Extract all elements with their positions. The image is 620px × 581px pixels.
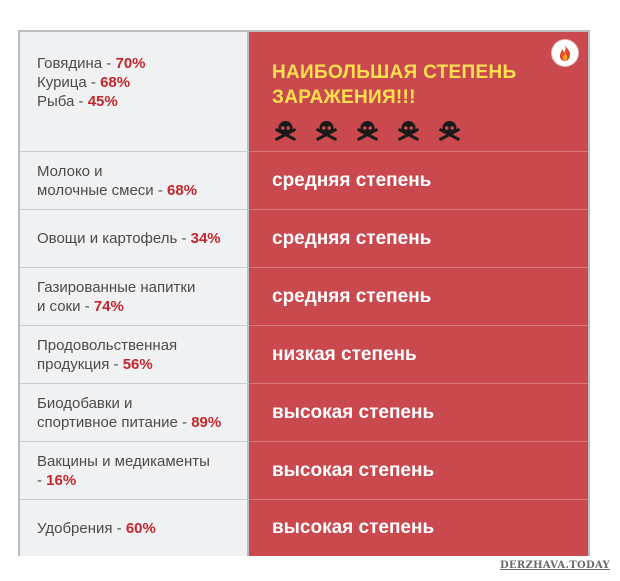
skull-crossbones-icon (316, 121, 337, 141)
percent-value: 45% (87, 93, 118, 110)
watermark: DERZHAVA.TODAY (499, 560, 610, 571)
table-row-level: средняя степень (249, 210, 588, 268)
danger-title: НАИБОЛЬШАЯ СТЕПЕНЬ ЗАРАЖЕНИЯ!!! (272, 62, 517, 108)
table-row-label: Газированные напитки и соки - 74% (20, 268, 249, 326)
skull-crossbones-icon (439, 121, 460, 141)
skull-row (272, 120, 588, 142)
table-row-label: Вакцины и медикаменты - 16% (20, 442, 249, 500)
percent-value: 68% (100, 74, 131, 91)
percent-value: 74% (93, 297, 124, 315)
table-row-level: средняя степень (249, 152, 588, 210)
skull-crossbones-icon (398, 121, 419, 141)
table-row-label: Молоко и молочные смеси - 68% (20, 152, 249, 210)
food-item-beef: Говядина - 70% (37, 55, 146, 72)
table-row-label: Овощи и картофель - 34% (20, 210, 249, 268)
contamination-table: Говядина - 70% Курица - 68% Рыба - 45% Н… (18, 30, 590, 556)
percent-value: 34% (190, 230, 221, 247)
fire-icon (552, 40, 578, 66)
table-row-label: Удобрения - 60% (20, 500, 249, 556)
food-item-chicken: Курица - 68% (37, 74, 131, 91)
percent-value: 16% (46, 471, 77, 489)
table-row-level: высокая степень (249, 384, 588, 442)
skull-crossbones-icon (357, 121, 378, 141)
percent-value: 68% (167, 181, 198, 199)
food-item-fish: Рыба - 45% (37, 93, 118, 110)
danger-level-cell: НАИБОЛЬШАЯ СТЕПЕНЬ ЗАРАЖЕНИЯ!!! (249, 32, 588, 152)
percent-value: 89% (191, 413, 222, 431)
table-row-level: высокая степень (249, 500, 588, 556)
percent-value: 70% (115, 55, 146, 72)
table-row-label: Биодобавки и спортивное питание - 89% (20, 384, 249, 442)
percent-value: 60% (125, 519, 156, 537)
table-row-label-meat: Говядина - 70% Курица - 68% Рыба - 45% (20, 32, 249, 152)
table-row-level: низкая степень (249, 326, 588, 384)
percent-value: 56% (122, 355, 153, 373)
table-row-level: средняя степень (249, 268, 588, 326)
skull-crossbones-icon (275, 121, 296, 141)
table-row-level: высокая степень (249, 442, 588, 500)
table-row-label: Продовольственная продукция - 56% (20, 326, 249, 384)
